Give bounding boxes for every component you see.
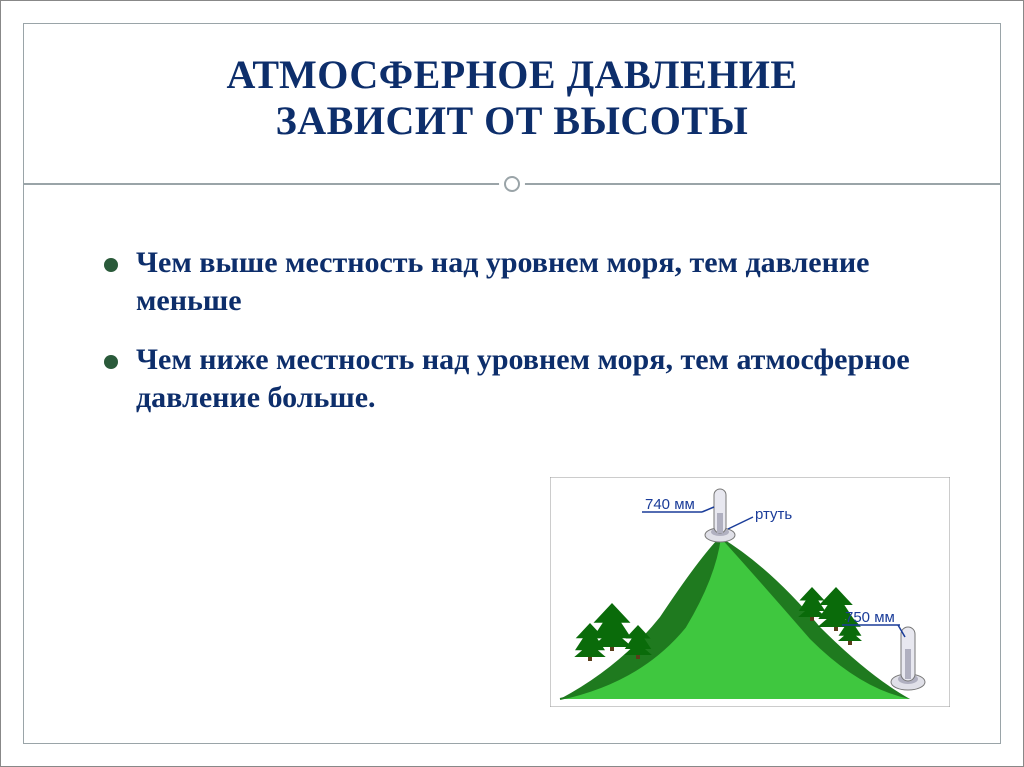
content-area: Чем выше местность над уровнем моря, тем… [24,204,1000,416]
label-bottom-value: 750 мм [845,609,895,626]
diagram-svg: 740 мм ртуть 750 мм [550,477,950,707]
bullet-marker-icon [104,258,118,272]
bullet-text: Чем выше местность над уровнем моря, тем… [136,244,944,319]
label-top-value: 740 мм [645,496,695,513]
label-mercury: ртуть [755,506,792,523]
bullet-text: Чем ниже местность над уровнем моря, тем… [136,341,944,416]
divider-circle-outer [499,171,525,197]
slide-frame: АТМОСФЕРНОЕ ДАВЛЕНИЕ ЗАВИСИТ ОТ ВЫСОТЫ Ч… [23,23,1001,744]
divider-circle-inner [504,176,520,192]
bullet-item: Чем выше местность над уровнем моря, тем… [104,244,944,319]
title-area: АТМОСФЕРНОЕ ДАВЛЕНИЕ ЗАВИСИТ ОТ ВЫСОТЫ [24,24,1000,162]
bullet-item: Чем ниже местность над уровнем моря, тем… [104,341,944,416]
pressure-diagram: 740 мм ртуть 750 мм [550,477,950,707]
slide-title: АТМОСФЕРНОЕ ДАВЛЕНИЕ ЗАВИСИТ ОТ ВЫСОТЫ [64,52,960,144]
title-line-2: ЗАВИСИТ ОТ ВЫСОТЫ [276,98,749,143]
divider [24,170,1000,198]
bullet-marker-icon [104,355,118,369]
title-line-1: АТМОСФЕРНОЕ ДАВЛЕНИЕ [226,52,797,97]
